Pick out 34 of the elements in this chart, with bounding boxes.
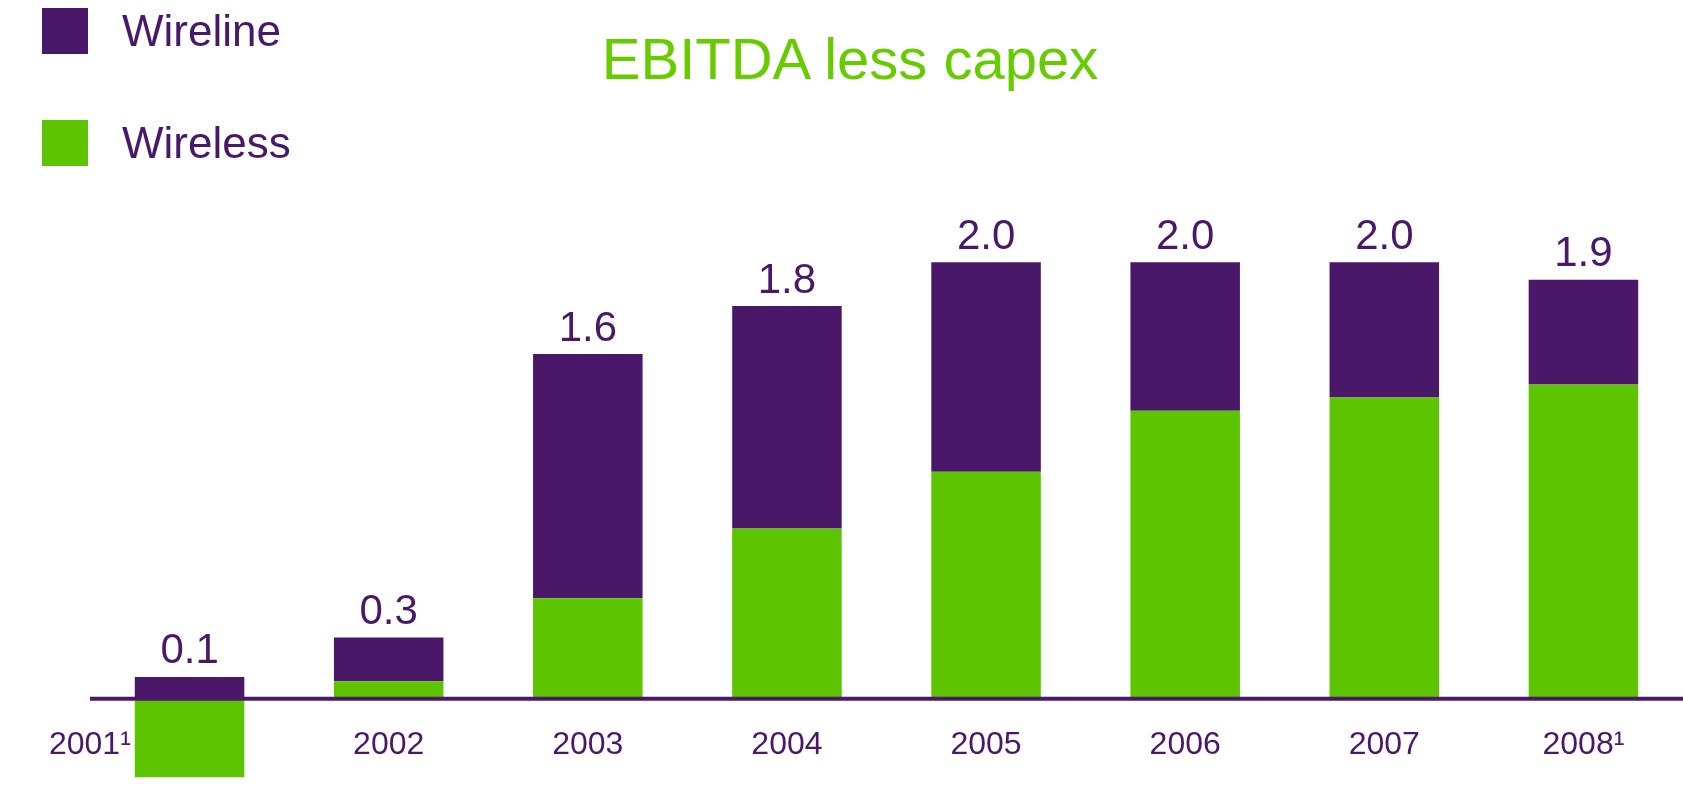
bar (1130, 410, 1240, 699)
bar (333, 637, 444, 682)
legend-label: Wireless (122, 118, 291, 168)
x-tick-label: 2007 (1348, 724, 1420, 761)
bar (533, 598, 643, 699)
chart-title: EBITDA less capex (600, 25, 1100, 92)
bar (732, 305, 842, 529)
annotation: 2.0 (1355, 210, 1414, 258)
x-tick-label: 2001¹ (48, 724, 131, 761)
bar (1528, 384, 1639, 699)
annotation: 2.0 (956, 210, 1016, 258)
bar (931, 262, 1041, 472)
annotation: 0.1 (160, 625, 219, 673)
annotation: 2.0 (1155, 210, 1215, 258)
x-tick-label: 2008¹ (1542, 724, 1625, 761)
x-tick-label: 2002 (353, 724, 425, 761)
annotation: 1.8 (757, 254, 817, 302)
annotation: 0.3 (359, 586, 418, 634)
bar (333, 681, 444, 699)
bar (1329, 397, 1440, 699)
x-tick-label: 2004 (751, 724, 823, 761)
bar (1130, 262, 1240, 411)
bar (1528, 279, 1639, 385)
x-tick-label: 2003 (552, 724, 624, 761)
bar (931, 471, 1041, 699)
bar (732, 528, 842, 699)
legend-label: Wireline (122, 6, 281, 56)
bar (1329, 262, 1440, 398)
x-tick-label: 2006 (1149, 724, 1221, 761)
x-tick-label: 2005 (950, 724, 1022, 761)
bar (134, 698, 245, 778)
annotation: 1.9 (1554, 228, 1613, 276)
bar (533, 353, 643, 599)
annotation: 1.6 (558, 302, 618, 350)
